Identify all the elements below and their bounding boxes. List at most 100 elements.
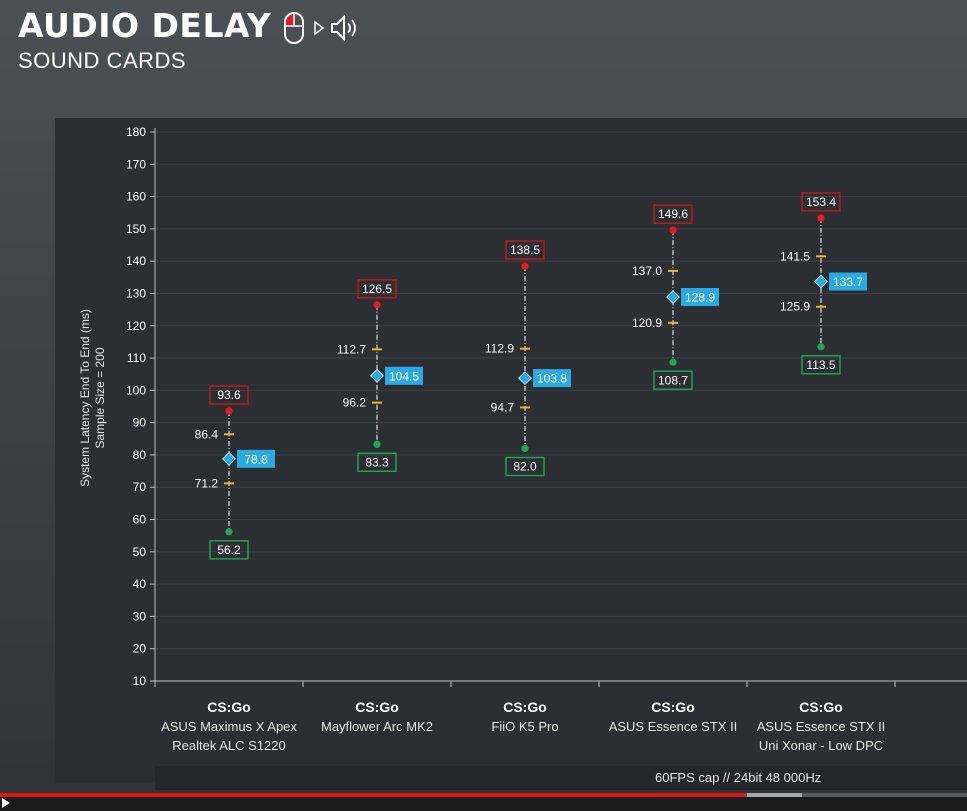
speaker-icon	[331, 14, 356, 42]
y-tick-label: 20	[133, 642, 147, 656]
min-point	[225, 528, 233, 536]
upper-percentile-label: 112.9	[485, 342, 514, 356]
y-tick-label: 70	[133, 480, 147, 494]
category-marks: 93.6 56.2 78.8 86.4 71.2	[195, 385, 275, 560]
y-tick-label: 160	[126, 190, 146, 204]
avg-label-box	[681, 288, 719, 307]
category-game-label: CS:Go	[207, 699, 251, 715]
max-point	[817, 214, 825, 222]
avg-point	[666, 290, 680, 304]
max-point	[669, 226, 677, 234]
progress-buffer	[746, 793, 802, 797]
y-tick-label: 120	[126, 319, 146, 333]
lower-percentile-label: 94.7	[491, 400, 515, 414]
lower-percentile-label: 120.9	[632, 316, 662, 330]
max-value-label: 93.6	[217, 388, 241, 402]
min-label-box	[801, 355, 841, 375]
category-device-label: ASUS Maximus X Apex	[161, 719, 297, 734]
avg-point	[814, 274, 828, 289]
category-game-label: CS:Go	[355, 699, 399, 715]
x-category-labels: CS:Go ASUS Maximus X Apex Realtek ALC S122…	[161, 699, 885, 753]
category-device-label: FiiO K5 Pro	[491, 719, 558, 734]
arrow-right-icon	[314, 20, 325, 36]
category-marks: 126.5 83.3 104.5 112.7 96.2	[337, 278, 423, 472]
y-tick-label: 10	[133, 674, 147, 688]
y-tick-labels: 10 20 30 40 50 60 70 80 90 100 110 120 130 140 150 160 1…	[126, 125, 146, 688]
max-label-box	[357, 278, 397, 299]
min-label-box	[653, 370, 693, 390]
category-device-label: ASUS Essence STX II	[757, 719, 886, 734]
video-progress-bar[interactable]	[0, 793, 967, 811]
category-device-sublabel: Uni Xonar - Low DPC	[759, 738, 883, 753]
header: AUDIO DELAY SOUND CARDS	[18, 4, 618, 74]
min-point	[521, 444, 529, 453]
y-axis-title: System Latency End To End (ms) Sample Si…	[78, 309, 107, 487]
min-value-label: 108.7	[658, 373, 688, 387]
min-value-label: 83.3	[365, 455, 389, 469]
max-point	[521, 262, 529, 270]
upper-percentile-label: 86.4	[195, 427, 219, 441]
y-tick-label: 130	[126, 286, 146, 300]
min-label-box	[357, 452, 397, 472]
category-marks: 149.6 108.7 128.9 137.0 120.9	[632, 204, 719, 390]
max-value-label: 153.4	[806, 195, 836, 209]
category-marks: 138.5 82.0 103.8 112.9 94.7	[485, 240, 571, 477]
footer-band	[155, 766, 967, 790]
y-axis-sample-size: Sample Size = 200	[93, 347, 107, 448]
y-tick-label: 150	[126, 222, 146, 236]
min-point	[817, 343, 825, 351]
max-value-label: 149.6	[658, 207, 688, 221]
upper-percentile-label: 137.0	[632, 264, 662, 278]
footer-note: 60FPS cap // 24bit 48 000Hz	[655, 770, 822, 785]
avg-label-box	[385, 366, 423, 385]
max-label-box	[505, 240, 545, 260]
y-axis-label: System Latency End To End (ms)	[78, 309, 92, 487]
page-subtitle: SOUND CARDS	[18, 48, 187, 73]
min-value-label: 56.2	[217, 543, 241, 557]
min-label-box	[505, 456, 545, 477]
lower-percentile-label: 125.9	[780, 300, 810, 314]
min-point	[373, 440, 381, 448]
y-tick-label: 40	[133, 577, 147, 591]
progress-fill	[0, 793, 745, 797]
category-device-sublabel: Realtek ALC S1220	[172, 738, 285, 753]
avg-label-box	[237, 449, 275, 468]
max-value-label: 138.5	[510, 243, 540, 257]
avg-value-label: 78.8	[244, 452, 268, 466]
avg-point	[518, 371, 532, 386]
y-tick-label: 60	[133, 513, 147, 527]
play-icon[interactable]	[2, 798, 10, 808]
category-game-label: CS:Go	[503, 699, 547, 715]
avg-value-label: 133.7	[833, 275, 863, 289]
avg-point	[370, 368, 384, 383]
y-tick-label: 100	[126, 383, 146, 397]
y-tick-label: 140	[126, 254, 146, 268]
avg-point	[222, 451, 236, 466]
max-label-box	[801, 192, 841, 212]
category-device-label: Mayflower Arc MK2	[321, 719, 433, 734]
data-marks: 93.6 56.2 78.8 86.4 71.2 126.5 83.3 104.5 112.7 9…	[195, 192, 867, 560]
category-marks: 153.4 113.5 133.7 141.5 125.9	[780, 192, 867, 375]
min-value-label: 82.0	[513, 459, 537, 473]
min-point	[669, 358, 677, 366]
grid-lines	[155, 131, 967, 650]
y-tick-label: 170	[126, 157, 146, 171]
mouse-icon	[284, 12, 304, 44]
lower-percentile-label: 71.2	[195, 476, 219, 490]
avg-value-label: 104.5	[389, 369, 419, 383]
y-tick-label: 50	[133, 545, 147, 559]
avg-label-box	[829, 272, 867, 291]
max-point	[373, 301, 381, 309]
min-label-box	[209, 540, 249, 560]
avg-value-label: 103.8	[537, 372, 567, 386]
avg-value-label: 128.9	[685, 291, 715, 305]
max-value-label: 126.5	[362, 282, 392, 296]
category-game-label: CS:Go	[799, 699, 843, 715]
title-icons	[284, 12, 356, 44]
max-label-box	[209, 385, 249, 405]
y-tick-label: 90	[133, 416, 147, 430]
y-tick-label: 180	[126, 125, 146, 139]
max-label-box	[653, 204, 693, 224]
category-device-label: ASUS Essence STX II	[609, 719, 738, 734]
